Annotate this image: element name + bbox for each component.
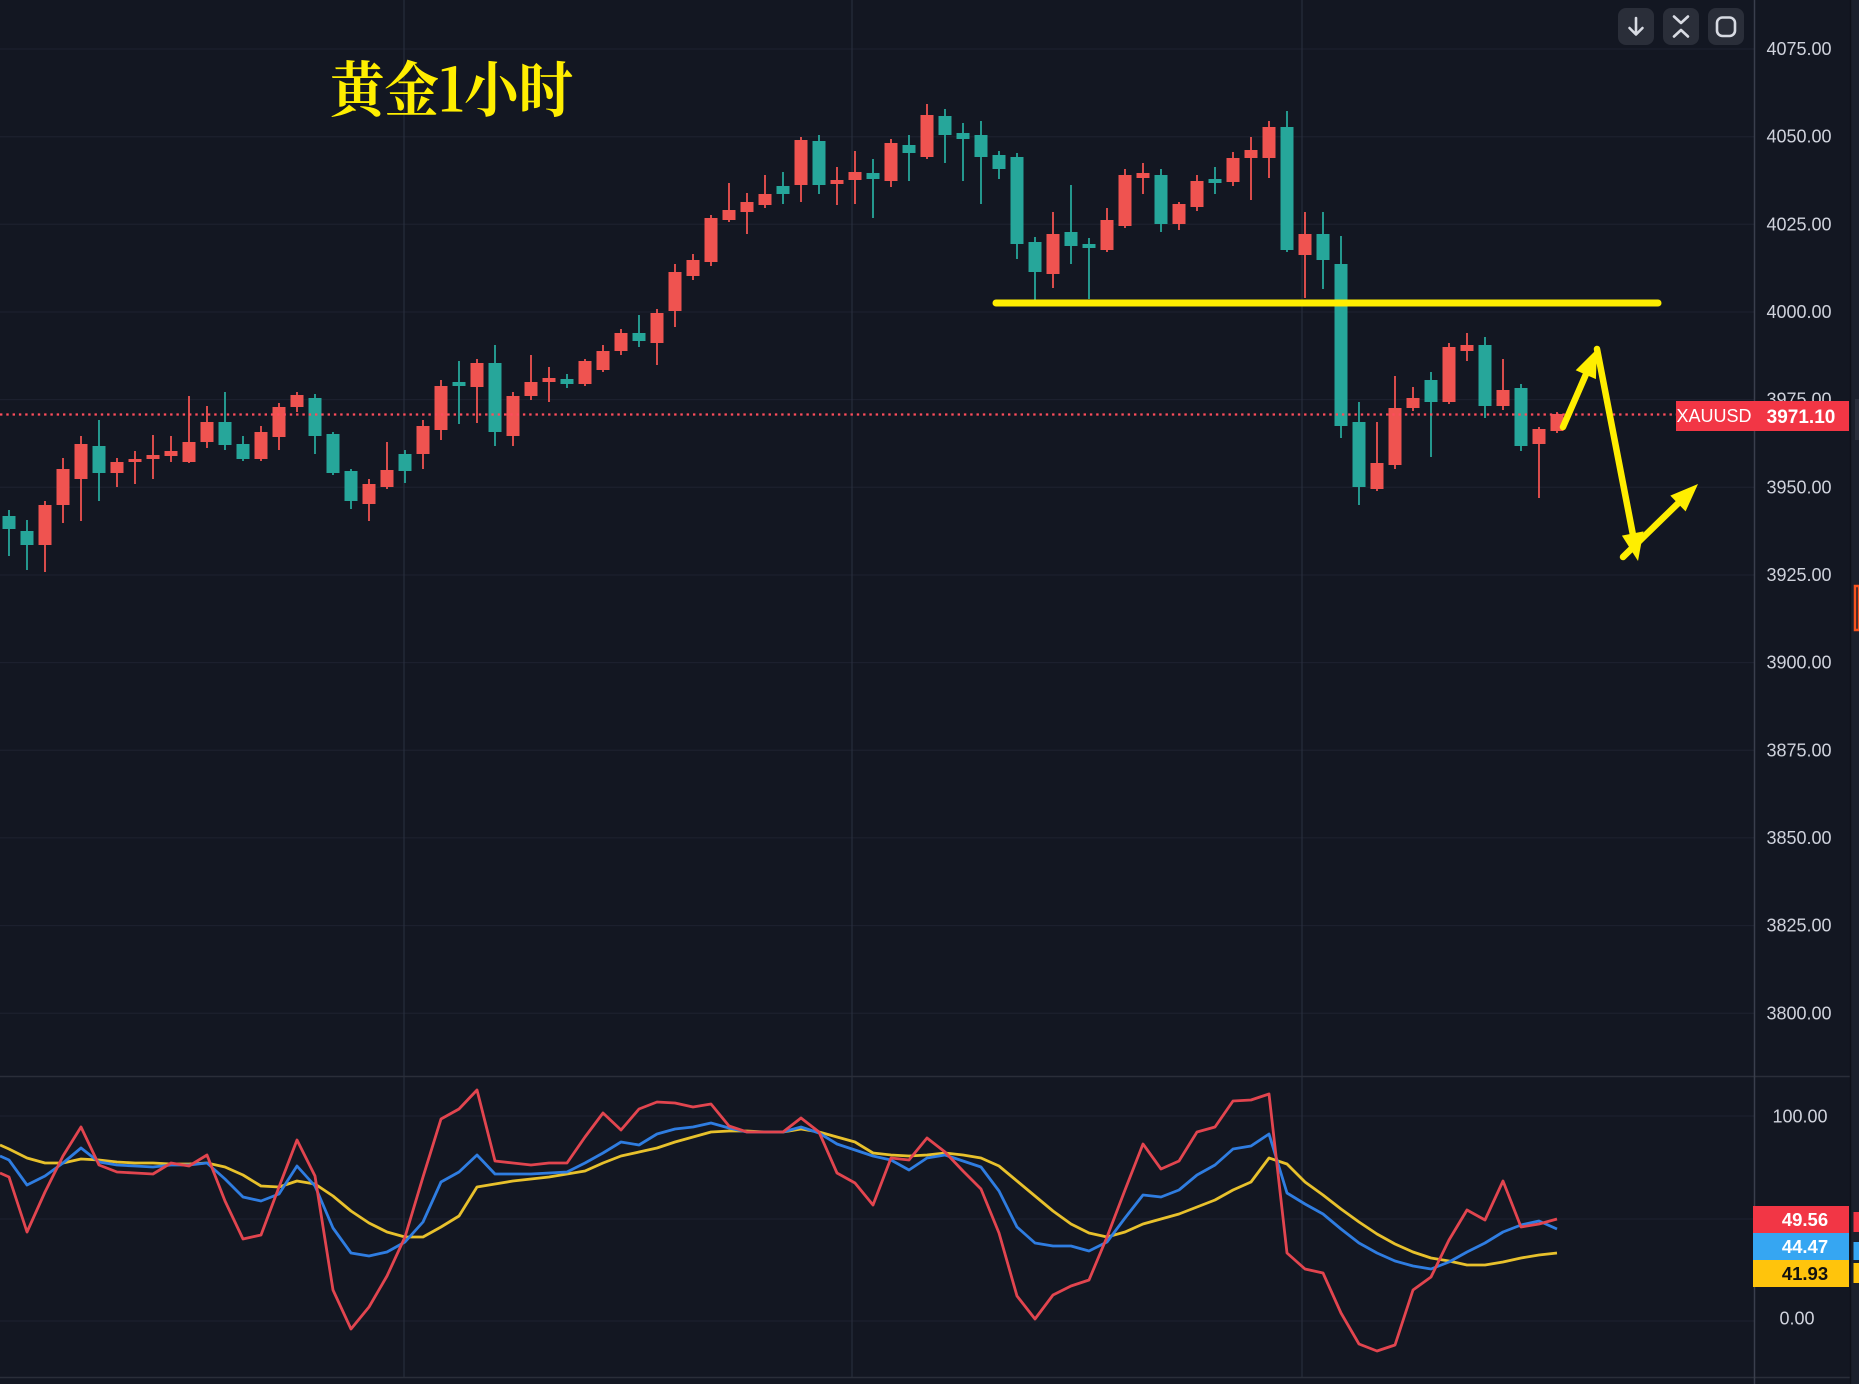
svg-text:4050.00: 4050.00 bbox=[1766, 127, 1831, 147]
svg-text:41.93: 41.93 bbox=[1782, 1263, 1828, 1284]
svg-text:4000.00: 4000.00 bbox=[1766, 302, 1831, 322]
svg-text:4075.00: 4075.00 bbox=[1766, 39, 1831, 59]
svg-text:0.00: 0.00 bbox=[1779, 1309, 1814, 1329]
svg-text:44.47: 44.47 bbox=[1782, 1236, 1828, 1257]
svg-text:3850.00: 3850.00 bbox=[1766, 828, 1831, 848]
svg-text:3900.00: 3900.00 bbox=[1766, 653, 1831, 673]
svg-text:3825.00: 3825.00 bbox=[1766, 916, 1831, 936]
svg-text:100.00: 100.00 bbox=[1772, 1107, 1827, 1127]
svg-text:3800.00: 3800.00 bbox=[1766, 1003, 1831, 1023]
svg-text:3950.00: 3950.00 bbox=[1766, 477, 1831, 497]
svg-text:3971.10: 3971.10 bbox=[1767, 407, 1836, 428]
svg-text:3875.00: 3875.00 bbox=[1766, 740, 1831, 760]
svg-text:4025.00: 4025.00 bbox=[1766, 214, 1831, 234]
svg-text:49.56: 49.56 bbox=[1782, 1209, 1828, 1230]
svg-text:XAUUSD: XAUUSD bbox=[1676, 406, 1751, 426]
svg-text:3925.00: 3925.00 bbox=[1766, 565, 1831, 585]
